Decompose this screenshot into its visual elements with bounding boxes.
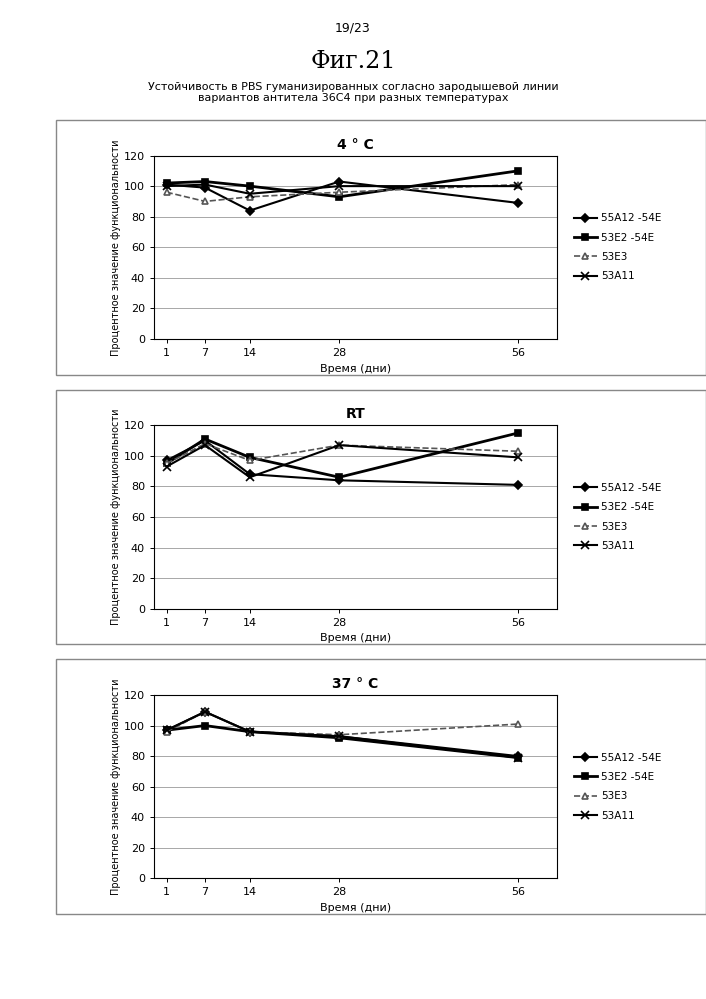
X-axis label: Время (дни): Время (дни) [320,903,391,913]
Legend: 55A12 -54E, 53E2 -54E, 53E3, 53A11: 55A12 -54E, 53E2 -54E, 53E3, 53A11 [574,483,662,551]
Y-axis label: Процентное значение функциональности: Процентное значение функциональности [111,678,121,895]
Text: вариантов антитела 36С4 при разных температурах: вариантов антитела 36С4 при разных темпе… [198,93,508,103]
Legend: 55A12 -54E, 53E2 -54E, 53E3, 53A11: 55A12 -54E, 53E2 -54E, 53E3, 53A11 [574,213,662,282]
Text: 19/23: 19/23 [335,22,371,35]
Y-axis label: Процентное значение функциональности: Процентное значение функциональности [111,409,121,625]
X-axis label: Время (дни): Время (дни) [320,633,391,643]
Text: Фиг.21: Фиг.21 [310,50,396,73]
X-axis label: Время (дни): Время (дни) [320,364,391,374]
Legend: 55A12 -54E, 53E2 -54E, 53E3, 53A11: 55A12 -54E, 53E2 -54E, 53E3, 53A11 [574,752,662,821]
Text: Устойчивость в PBS гуманизированных согласно зародышевой линии: Устойчивость в PBS гуманизированных согл… [148,82,558,92]
Title: RT: RT [345,408,365,422]
Title: 37 ° C: 37 ° C [332,677,378,691]
Y-axis label: Процентное значение функциональности: Процентное значение функциональности [111,139,121,356]
Title: 4 ° C: 4 ° C [337,138,373,152]
